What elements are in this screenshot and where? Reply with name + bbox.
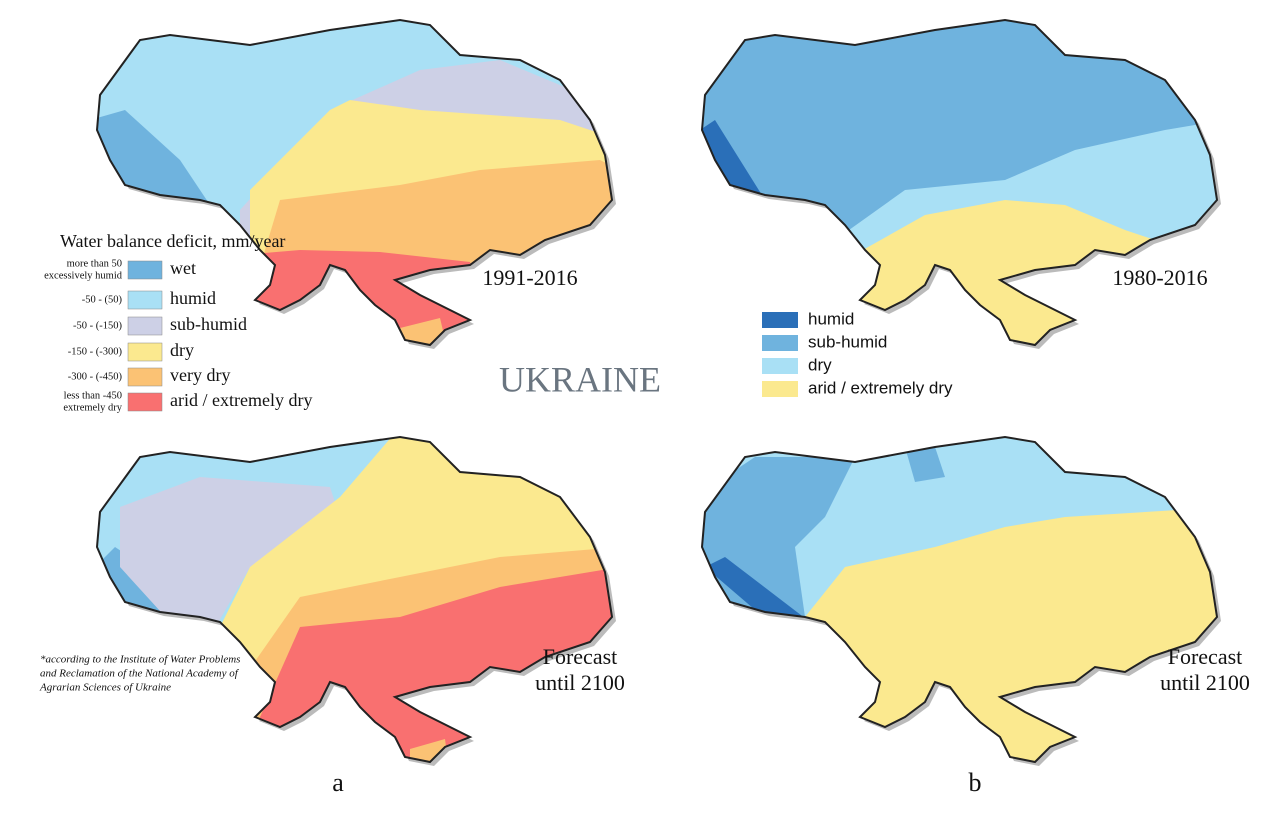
legend-swatch [127, 342, 163, 362]
legend-label: sub-humid [170, 314, 247, 334]
legend-range: less than -450 [64, 390, 122, 401]
legend-range: extremely dry [63, 402, 122, 413]
map-1991-2016 [96, 19, 616, 349]
legend-range: -300 - (-450) [68, 371, 123, 382]
legend-swatch [127, 260, 163, 280]
period-label: 1991-2016 [482, 265, 577, 290]
legend-range: -150 - (-300) [68, 346, 123, 357]
map-forecast-a [96, 436, 616, 766]
legend-range: excessively humid [44, 270, 123, 281]
legend-swatch [762, 358, 798, 374]
climate-zone [705, 557, 810, 627]
climate-zone [410, 739, 450, 762]
period-label: until 2100 [535, 670, 625, 695]
legend-label: arid / extremely dry [170, 390, 312, 410]
legend-right: humid sub-humid dry arid / extremely dry [762, 309, 953, 397]
legend-label: wet [170, 258, 196, 278]
legend-swatch [127, 392, 163, 412]
period-label: Forecast [543, 644, 618, 669]
legend-label: humid [170, 288, 216, 308]
legend-label: sub-humid [808, 332, 887, 351]
legend-label: dry [808, 355, 832, 374]
climate-zone [702, 120, 765, 205]
legend-swatch [127, 290, 163, 310]
period-label: 1980-2016 [1112, 265, 1207, 290]
column-label: b [969, 768, 982, 797]
footnote: *according to the Institute of Water Pro… [39, 654, 240, 694]
footnote-line: and Reclamation of the National Academy … [40, 668, 240, 680]
column-label: a [332, 768, 344, 797]
footnote-line: *according to the Institute of Water Pro… [40, 654, 240, 666]
legend-swatch [762, 335, 798, 351]
legend-title: Water balance deficit, mm/year [60, 231, 285, 251]
period-label: until 2100 [1160, 670, 1250, 695]
climate-zone [240, 250, 480, 345]
climate-zone [120, 477, 340, 637]
legend-range: -50 - (-150) [73, 320, 122, 331]
climate-zone [400, 318, 450, 345]
map-forecast-b [701, 436, 1221, 766]
legend-label: arid / extremely dry [808, 378, 953, 397]
legend-swatch [127, 367, 163, 387]
legend-label: dry [170, 340, 194, 360]
legend-label: very dry [170, 365, 230, 385]
footnote-line: Agrarian Sciences of Ukraine [39, 682, 171, 694]
legend-range: -50 - (50) [82, 294, 123, 305]
climate-zone [905, 447, 945, 482]
country-title: UKRAINE [499, 359, 661, 399]
legend-swatch [762, 312, 798, 328]
legend-swatch [127, 316, 163, 336]
legend-swatch [762, 381, 798, 397]
legend-label: humid [808, 309, 854, 328]
legend-range: more than 50 [67, 258, 122, 269]
period-label: Forecast [1168, 644, 1243, 669]
